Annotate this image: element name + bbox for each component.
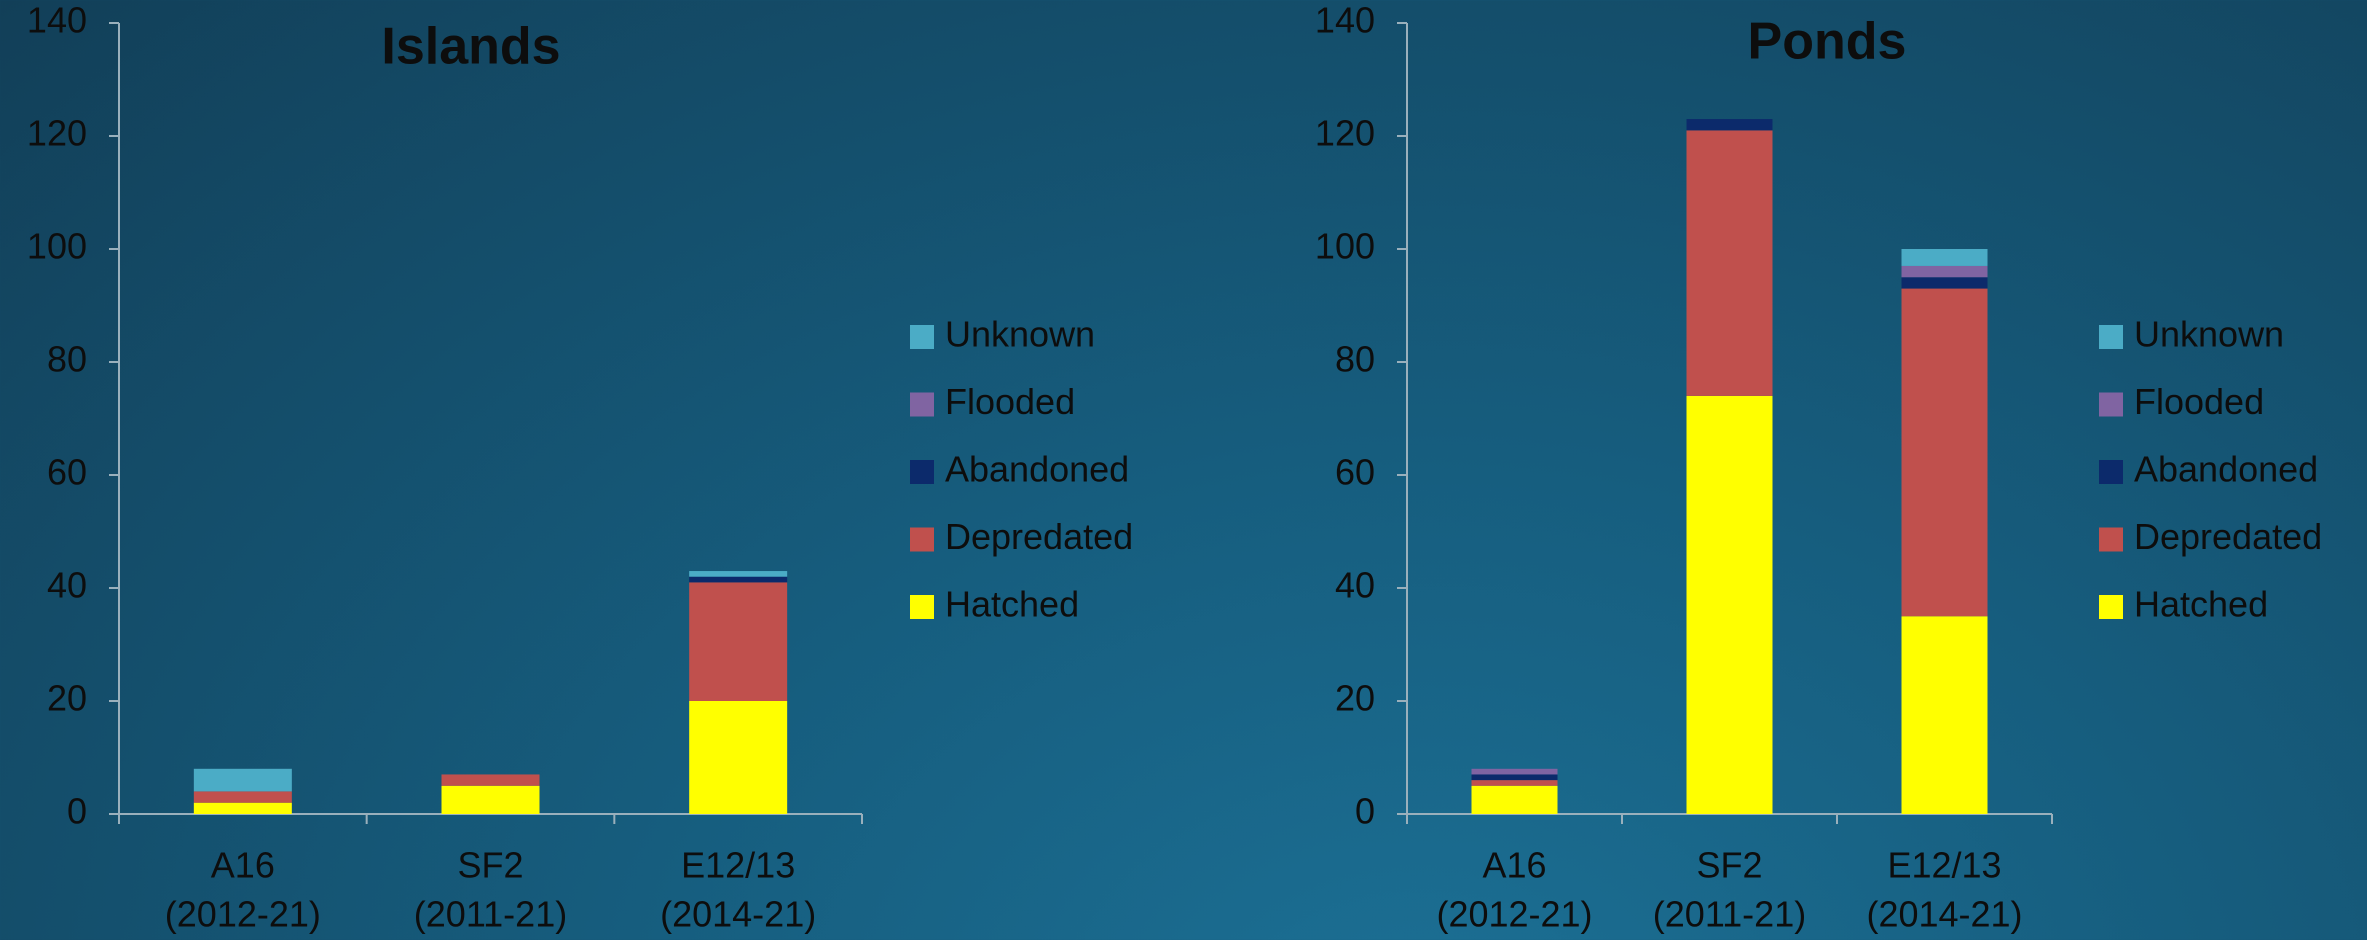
bar-segment <box>193 802 292 814</box>
x-tick-label: (2012-21) <box>1436 894 1592 935</box>
x-tick-label: E12/13 <box>1887 845 2001 886</box>
y-tick-label: 80 <box>47 339 87 380</box>
bar-segment <box>441 774 540 786</box>
legend-label: Unknown <box>2134 314 2284 355</box>
bar-segment <box>1471 785 1558 814</box>
bar-segment <box>193 791 292 803</box>
legend-label: Abandoned <box>945 449 1129 490</box>
bar-segment <box>441 785 540 814</box>
x-tick-label: A16 <box>1482 845 1546 886</box>
legend-swatch <box>2099 392 2123 417</box>
legend-swatch <box>910 392 934 417</box>
legend-label: Depredated <box>2134 516 2322 557</box>
x-tick-label: (2011-21) <box>414 894 567 935</box>
bar-segment <box>1686 395 1773 814</box>
bar-segment <box>1471 780 1558 786</box>
legend-label: Flooded <box>2134 381 2264 422</box>
y-tick-label: 0 <box>67 791 87 832</box>
bar-segment <box>193 768 292 792</box>
y-tick-label: 20 <box>1335 678 1375 719</box>
legend-label: Flooded <box>945 381 1075 422</box>
y-tick-label: 120 <box>1315 113 1375 154</box>
bar-segment <box>1471 774 1558 781</box>
y-tick-label: 60 <box>1335 452 1375 493</box>
y-tick-label: 100 <box>27 226 87 267</box>
legend-label: Depredated <box>945 516 1133 557</box>
chart-title: Islands <box>381 18 560 76</box>
legend-label: Hatched <box>2134 584 2268 625</box>
bar-segment <box>1901 616 1988 814</box>
y-tick-label: 60 <box>47 452 87 493</box>
legend-swatch <box>2099 527 2123 552</box>
x-tick-label: (2014-21) <box>660 894 816 935</box>
y-tick-label: 80 <box>1335 339 1375 380</box>
y-tick-label: 40 <box>1335 565 1375 606</box>
x-tick-label: SF2 <box>457 845 523 886</box>
y-tick-label: 140 <box>27 0 87 41</box>
legend-label: Abandoned <box>2134 449 2318 490</box>
bar-segment <box>689 582 788 701</box>
legend-swatch <box>910 460 934 484</box>
bar-segment <box>1686 119 1773 131</box>
x-tick-label: E12/13 <box>681 845 795 886</box>
chart-title: Ponds <box>1748 13 1907 71</box>
y-tick-label: 20 <box>47 678 87 719</box>
y-tick-label: 140 <box>1315 0 1375 41</box>
legend-swatch <box>2099 325 2123 349</box>
x-tick-label: (2014-21) <box>1866 894 2022 935</box>
legend-swatch <box>2099 460 2123 484</box>
bar-segment <box>1686 130 1773 396</box>
x-tick-label: (2011-21) <box>1653 894 1806 935</box>
bar-segment <box>1901 277 1988 289</box>
legend-swatch <box>2099 595 2123 619</box>
legend-label: Hatched <box>945 584 1079 625</box>
y-tick-label: 40 <box>47 565 87 606</box>
legend-label: Unknown <box>945 314 1095 355</box>
bar-segment <box>1901 288 1988 617</box>
x-tick-label: A16 <box>211 845 275 886</box>
legend-swatch <box>910 527 934 552</box>
y-tick-label: 100 <box>1315 226 1375 267</box>
legend-swatch <box>910 325 934 349</box>
x-tick-label: (2012-21) <box>165 894 321 935</box>
x-tick-label: SF2 <box>1696 845 1762 886</box>
bar-segment <box>1901 265 1988 278</box>
bar-segment <box>689 571 788 577</box>
bar-segment <box>1471 768 1558 775</box>
legend-swatch <box>910 595 934 619</box>
bar-segment <box>1901 249 1988 266</box>
bar-segment <box>689 701 788 814</box>
y-tick-label: 120 <box>27 113 87 154</box>
y-tick-label: 0 <box>1355 791 1375 832</box>
bar-segment <box>689 576 788 583</box>
